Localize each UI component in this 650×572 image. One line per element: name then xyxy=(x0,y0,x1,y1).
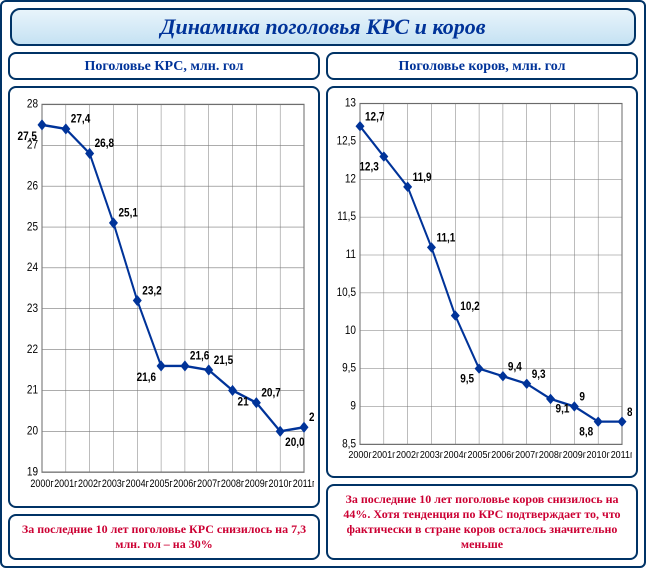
svg-text:2004г: 2004г xyxy=(126,478,150,490)
svg-text:2003г: 2003г xyxy=(420,450,444,462)
figure-row: Поголовье КРС, млн. гол 19 20 21 22 23 24 25 26… xyxy=(8,52,638,560)
svg-text:10,2: 10,2 xyxy=(460,300,479,313)
figure-canvas: Динамика поголовья КРС и коров Поголовье… xyxy=(0,0,646,568)
svg-text:11: 11 xyxy=(346,248,356,261)
svg-text:9: 9 xyxy=(579,391,585,404)
svg-text:22: 22 xyxy=(27,343,38,356)
svg-text:2000г: 2000г xyxy=(30,478,54,490)
left-column: Поголовье КРС, млн. гол 19 20 21 22 23 24 25 26… xyxy=(8,52,320,560)
svg-text:2002г: 2002г xyxy=(78,478,102,490)
right-chart: 8,599,51010,51111,51212,5132000г2001г200… xyxy=(332,92,632,472)
svg-text:21,6: 21,6 xyxy=(190,350,209,363)
svg-text:2007г: 2007г xyxy=(515,450,539,462)
svg-text:11,9: 11,9 xyxy=(413,171,432,184)
svg-text:21: 21 xyxy=(27,384,38,397)
svg-text:20,0: 20,0 xyxy=(285,436,304,449)
svg-text:26,8: 26,8 xyxy=(95,137,114,150)
svg-text:12,7: 12,7 xyxy=(365,111,384,124)
svg-text:10,5: 10,5 xyxy=(337,286,356,299)
svg-text:20,1: 20,1 xyxy=(309,411,314,424)
svg-text:11,5: 11,5 xyxy=(337,211,356,224)
right-subtitle-panel: Поголовье коров, млн. гол xyxy=(326,52,638,80)
svg-text:9,4: 9,4 xyxy=(508,361,522,374)
right-column: Поголовье коров, млн. гол 8,599,51010,51… xyxy=(326,52,638,560)
svg-text:25,1: 25,1 xyxy=(118,207,137,220)
svg-text:11,1: 11,1 xyxy=(436,232,455,245)
svg-text:10: 10 xyxy=(345,324,356,337)
svg-text:23: 23 xyxy=(27,302,38,315)
svg-text:2008г: 2008г xyxy=(539,450,563,462)
svg-text:2003г: 2003г xyxy=(102,478,126,490)
left-note-panel: За последние 10 лет поголовье КРС снизил… xyxy=(8,514,320,560)
svg-text:27,5: 27,5 xyxy=(18,130,37,143)
svg-text:27,4: 27,4 xyxy=(71,113,91,126)
svg-text:2011г: 2011г xyxy=(293,478,314,490)
figure-title-bar: Динамика поголовья КРС и коров xyxy=(10,8,636,46)
svg-text:2010г: 2010г xyxy=(587,450,611,462)
svg-text:21,5: 21,5 xyxy=(214,354,233,367)
svg-text:13: 13 xyxy=(345,97,356,110)
right-chart-panel: 8,599,51010,51111,51212,5132000г2001г200… xyxy=(326,86,638,478)
svg-text:2001г: 2001г xyxy=(54,478,78,490)
svg-text:9,5: 9,5 xyxy=(460,373,474,386)
svg-text:20: 20 xyxy=(27,425,38,438)
svg-text:2010г: 2010г xyxy=(269,478,293,490)
svg-text:9,1: 9,1 xyxy=(556,403,570,416)
svg-text:9,5: 9,5 xyxy=(342,362,356,375)
left-chart: 192021222324252627282000г2001г2002г2003г… xyxy=(14,92,314,502)
svg-text:12: 12 xyxy=(345,173,356,186)
svg-text:21: 21 xyxy=(238,395,249,408)
svg-text:23,2: 23,2 xyxy=(142,284,161,297)
svg-text:2005г: 2005г xyxy=(467,450,491,462)
svg-text:9: 9 xyxy=(350,400,356,413)
svg-text:2011г: 2011г xyxy=(611,450,632,462)
right-subtitle: Поголовье коров, млн. гол xyxy=(399,59,566,74)
svg-text:2006г: 2006г xyxy=(491,450,515,462)
svg-text:20,7: 20,7 xyxy=(261,387,280,400)
svg-text:12,3: 12,3 xyxy=(359,161,378,174)
right-note-panel: За последние 10 лет поголовье коров сниз… xyxy=(326,484,638,560)
svg-text:28: 28 xyxy=(27,98,38,111)
svg-text:2004г: 2004г xyxy=(444,450,468,462)
right-note: За последние 10 лет поголовье коров сниз… xyxy=(336,492,628,552)
svg-text:21,6: 21,6 xyxy=(137,371,156,384)
left-subtitle-panel: Поголовье КРС, млн. гол xyxy=(8,52,320,80)
svg-text:24: 24 xyxy=(27,261,38,274)
svg-text:2001г: 2001г xyxy=(372,450,396,462)
svg-text:8,8: 8,8 xyxy=(579,426,593,439)
svg-text:12,5: 12,5 xyxy=(337,135,356,148)
svg-text:2005г: 2005г xyxy=(149,478,173,490)
svg-text:8,8: 8,8 xyxy=(627,406,632,419)
svg-text:26: 26 xyxy=(27,180,38,193)
svg-text:2008г: 2008г xyxy=(221,478,245,490)
svg-text:2009г: 2009г xyxy=(563,450,587,462)
svg-text:2007г: 2007г xyxy=(197,478,221,490)
left-chart-panel: 192021222324252627282000г2001г2002г2003г… xyxy=(8,86,320,508)
svg-text:2009г: 2009г xyxy=(245,478,269,490)
svg-text:25: 25 xyxy=(27,220,38,233)
svg-text:9,3: 9,3 xyxy=(532,368,546,381)
left-note: За последние 10 лет поголовье КРС снизил… xyxy=(18,522,310,552)
left-subtitle: Поголовье КРС, млн. гол xyxy=(84,59,243,74)
svg-text:2006г: 2006г xyxy=(173,478,197,490)
svg-text:2002г: 2002г xyxy=(396,450,420,462)
figure-title: Динамика поголовья КРС и коров xyxy=(160,14,485,39)
svg-text:2000г: 2000г xyxy=(348,450,372,462)
svg-text:19: 19 xyxy=(27,466,38,479)
